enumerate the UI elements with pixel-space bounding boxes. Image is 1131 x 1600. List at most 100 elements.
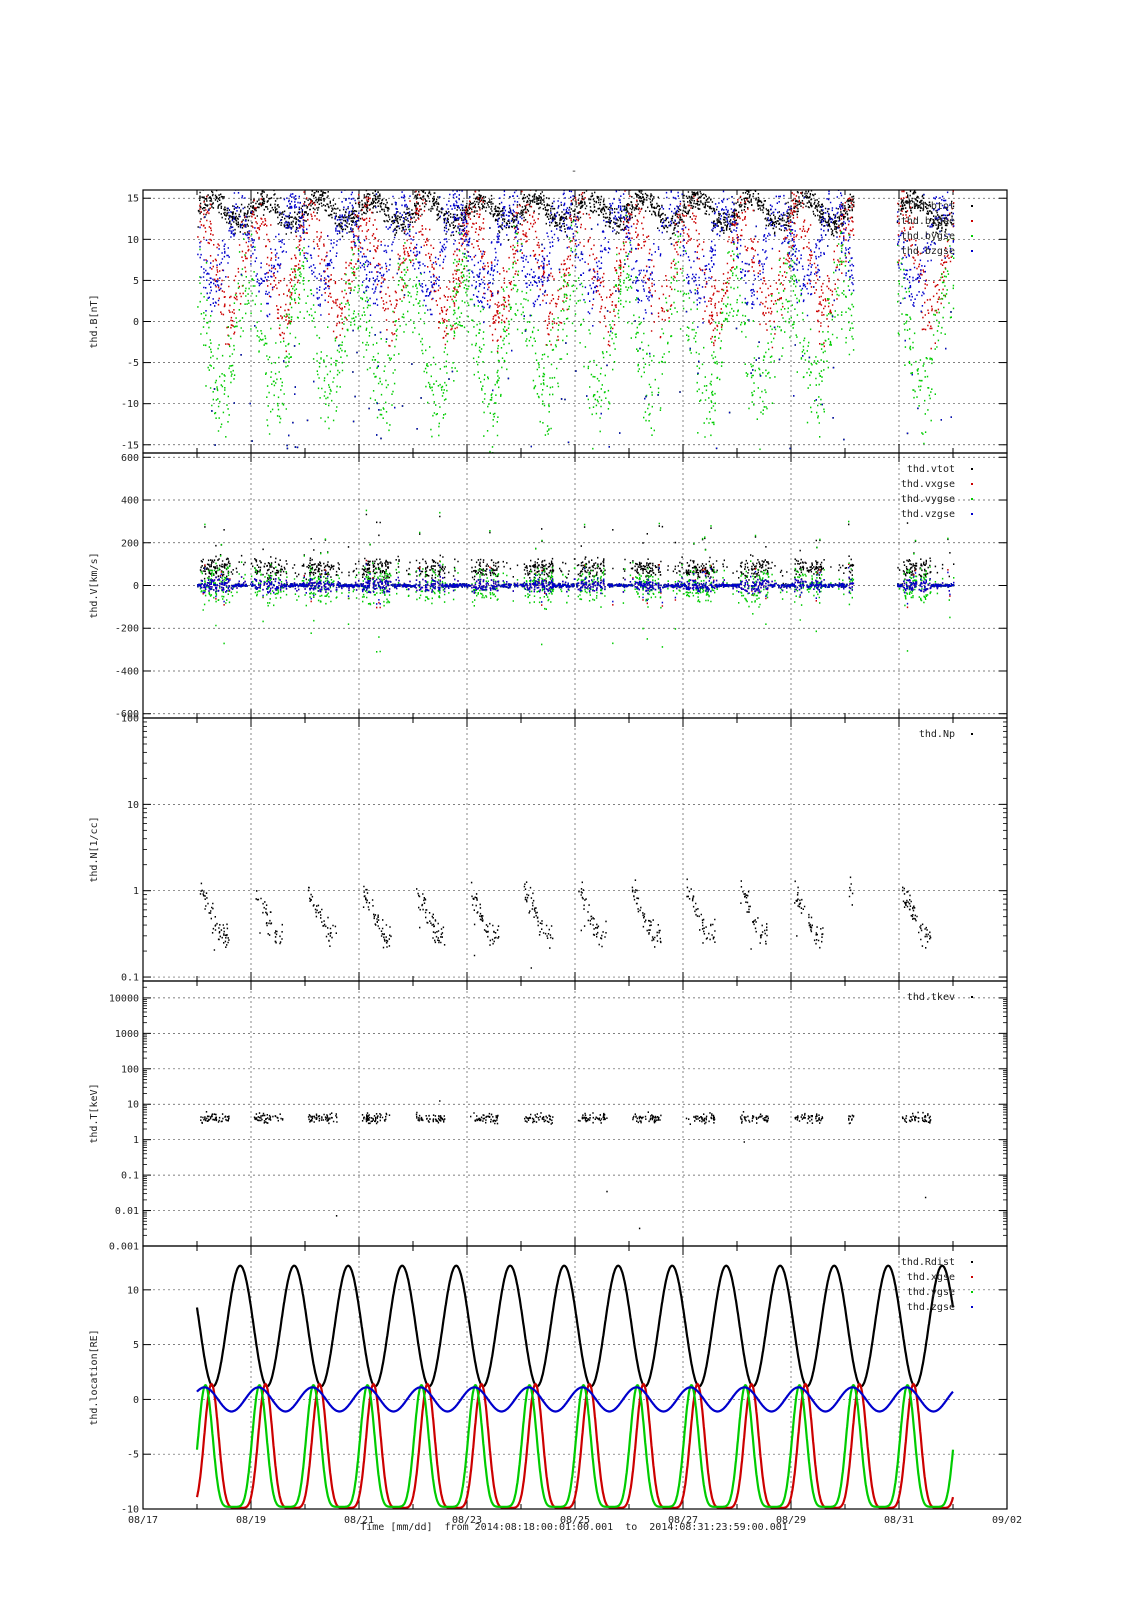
legend-entry-marker [971, 468, 973, 470]
series-points [199, 876, 932, 969]
legend: thd.btot thd.bxgse thd.bygse thd.bzgse [901, 201, 973, 257]
x-tick-label: 08/29 [776, 1515, 806, 1526]
panel-2: 600 400 200 0 -200 -400 -600 thd.V[km/s] thd.vto… [89, 452, 1008, 720]
x-tick-label: 08/31 [884, 1515, 914, 1526]
legend: thd.vtot thd.vxgse thd.vygse thd.vzgse [901, 464, 973, 520]
legend-entry-marker [971, 1306, 973, 1308]
y-tick-label: 10 [127, 800, 139, 811]
y-tick-label: 100 [121, 1064, 139, 1075]
y-tick-label: 600 [121, 453, 139, 464]
series-points [197, 190, 955, 453]
panels-group: 151050-5-10-15thd.B[nT]thd.btotthd.bxgse… [89, 189, 1022, 1526]
legend: thd.Rdist thd.xgse thd.ygse thd.zgse [901, 1257, 973, 1313]
y-tick-label: 10 [127, 1285, 139, 1296]
legend: thd.Np [919, 729, 973, 740]
x-tick-label: 08/17 [128, 1515, 158, 1526]
series-line [195, 1384, 955, 1508]
y-tick-label: -5 [127, 358, 139, 369]
y-tick-label: 10 [127, 235, 139, 246]
figure-title: - [571, 166, 577, 177]
y-tick-label: 200 [121, 538, 139, 549]
legend-entry-label: thd.tkev [907, 992, 955, 1003]
y-tick-label: -600 [115, 709, 139, 720]
y-axis-title: thd.location[RE] [89, 1329, 100, 1425]
data-layer [197, 190, 955, 453]
legend-entry-label: thd.vzgse [901, 509, 955, 520]
y-tick-label: 0 [133, 317, 139, 328]
x-tick-labels: 08/17 08/19 08/21 08/23 08/25 08/27 08/29 08/31… [128, 1515, 1022, 1526]
time-to: 2014:08:31:23:59:00.001 [649, 1522, 787, 1533]
panel-4: 10000 1000 100 10 1 0.1 0.01 0.001 thd.T[keV] thd… [89, 980, 1008, 1253]
x-tick-label: 08/27 [668, 1515, 698, 1526]
legend-entry-label: thd.Rdist [901, 1257, 955, 1268]
legend-entry-marker [971, 1276, 973, 1278]
y-axis-title: thd.N[1/cc] [89, 816, 100, 882]
y-tick-label: 0.1 [121, 973, 139, 984]
y-tick-label: 1 [133, 1135, 139, 1146]
series-thd-bygse [197, 190, 955, 453]
from-label: from [445, 1522, 469, 1533]
time-axis-footer: Time [mm/dd] from 2014:08:18:00:01:00.00… [360, 1522, 788, 1533]
panel-1: 15 10 5 0 -5 -10 -15 thd.B[nT] thd.btot thd.bxgse… [89, 189, 1008, 454]
x-tick-label: 08/21 [344, 1515, 374, 1526]
y-tick-label: 15 [127, 194, 139, 205]
x-tick-label: 08/25 [560, 1515, 590, 1526]
y-tick-label: 0.01 [115, 1206, 139, 1217]
y-tick-label: 0.001 [109, 1242, 139, 1253]
series-thd-bxgse [197, 190, 955, 450]
legend-entry-marker [971, 220, 973, 222]
y-tick-label: -10 [121, 1505, 139, 1516]
y-tick-label: 0 [133, 581, 139, 592]
y-tick-label: 5 [133, 276, 139, 287]
legend-entry-marker [971, 250, 973, 252]
legend-entry-marker [971, 733, 973, 735]
legend-entry-label: thd.vygse [901, 494, 955, 505]
y-tick-label: -10 [121, 399, 139, 410]
data-layer [197, 509, 955, 653]
series-thd-Rdist [195, 1264, 955, 1388]
series-points [200, 1100, 932, 1230]
series-thd-vzgse [197, 563, 955, 605]
legend-entry-marker [971, 996, 973, 998]
time-from: 2014:08:18:00:01:00.001 [475, 1522, 613, 1533]
legend-entry-label: thd.bxgse [901, 216, 955, 227]
time-axis-label: Time [mm/dd] [360, 1522, 432, 1533]
y-tick-label: 0 [133, 1395, 139, 1406]
y-tick-label: -200 [115, 624, 139, 635]
series-thd-zgse [196, 1386, 954, 1413]
legend-entry-marker [971, 498, 973, 500]
y-tick-label: 10 [127, 1100, 139, 1111]
legend-entry-marker [971, 205, 973, 207]
series-thd-tkev [200, 1100, 932, 1230]
y-tick-label: -5 [127, 1450, 139, 1461]
data-layer [199, 876, 932, 969]
legend-entry-marker [971, 1291, 973, 1293]
legend-entry-label: thd.btot [907, 201, 955, 212]
legend: thd.tkev [907, 992, 973, 1003]
series-line [196, 1386, 954, 1413]
series-points [197, 563, 955, 605]
legend-entry-marker [971, 235, 973, 237]
y-tick-label: 100 [121, 714, 139, 725]
legend-entry-label: thd.bygse [901, 231, 955, 242]
y-tick-label: 400 [121, 496, 139, 507]
series-points [197, 190, 955, 241]
series-line [195, 1264, 955, 1388]
series-points [197, 190, 955, 450]
y-tick-label: 0.1 [121, 1171, 139, 1182]
panel-5: 10 5 0 -5 -10 thd.location[RE] thd.Rdist thd.xg… [89, 1245, 1008, 1516]
y-tick-label: 5 [133, 1340, 139, 1351]
y-tick-label: -400 [115, 666, 139, 677]
legend-entry-label: thd.xgse [907, 1272, 955, 1283]
series-thd-bzgse [197, 190, 955, 450]
y-tick-label: 10000 [109, 993, 139, 1004]
legend-entry-marker [971, 1261, 973, 1263]
y-axis-title: thd.T[keV] [89, 1083, 100, 1143]
legend-entry-label: thd.vtot [907, 464, 955, 475]
y-tick-label: 1 [133, 886, 139, 897]
panel-frame [142, 1245, 1008, 1510]
data-layer [200, 1100, 932, 1230]
legend-entry-label: thd.vxgse [901, 479, 955, 490]
y-tick-label: -15 [121, 440, 139, 451]
